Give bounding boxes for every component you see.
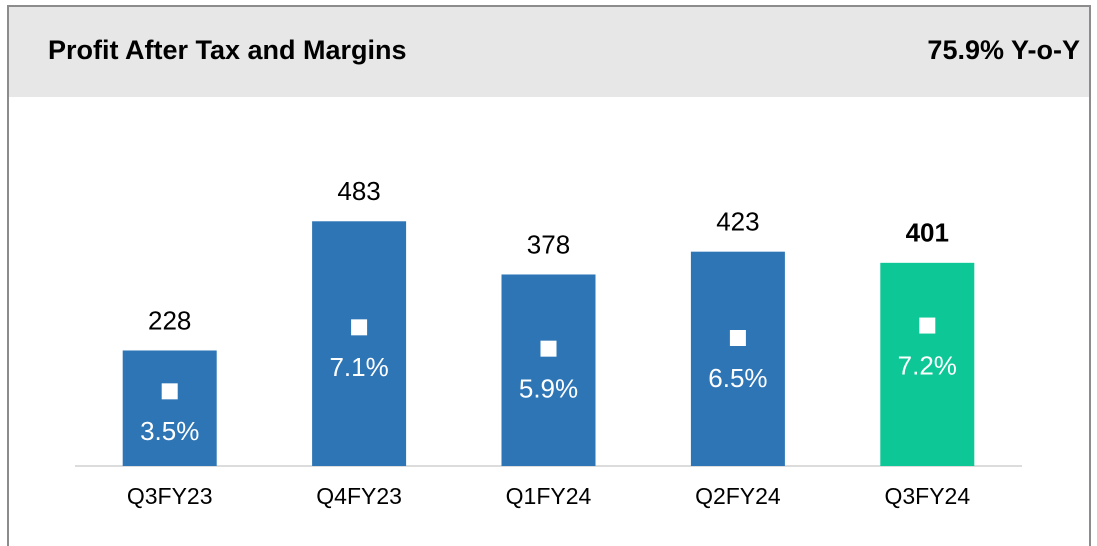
subtitle: 75.9% Y-o-Y (927, 35, 1080, 65)
bar-value-label: 483 (337, 176, 380, 206)
x-tick-label: Q1FY24 (506, 483, 592, 509)
bar (690, 251, 785, 466)
margin-marker (729, 330, 746, 346)
bar (880, 262, 975, 466)
bar-value-label: 401 (906, 218, 949, 248)
margin-label: 7.2% (898, 350, 957, 380)
margin-marker (919, 317, 936, 334)
margin-marker (351, 319, 368, 336)
margin-label: 3.5% (140, 416, 199, 446)
x-tick-label: Q3FY24 (884, 483, 970, 509)
bar (312, 221, 407, 466)
margin-marker (540, 340, 557, 357)
margin-label: 5.9% (519, 374, 578, 404)
x-tick-label: Q3FY23 (127, 483, 213, 509)
x-tick-label: Q2FY24 (695, 483, 781, 509)
bar-value-label: 228 (148, 305, 191, 335)
margin-marker (161, 383, 178, 400)
bar-value-label: 423 (716, 207, 759, 237)
bar (122, 350, 217, 466)
bar-value-label: 378 (527, 229, 570, 259)
x-tick-label: Q4FY23 (316, 483, 402, 509)
margin-label: 7.1% (329, 352, 388, 382)
margin-label: 6.5% (708, 363, 767, 393)
header (9, 7, 1089, 97)
bar (501, 274, 596, 466)
chart-title: Profit After Tax and Margins (48, 35, 407, 65)
